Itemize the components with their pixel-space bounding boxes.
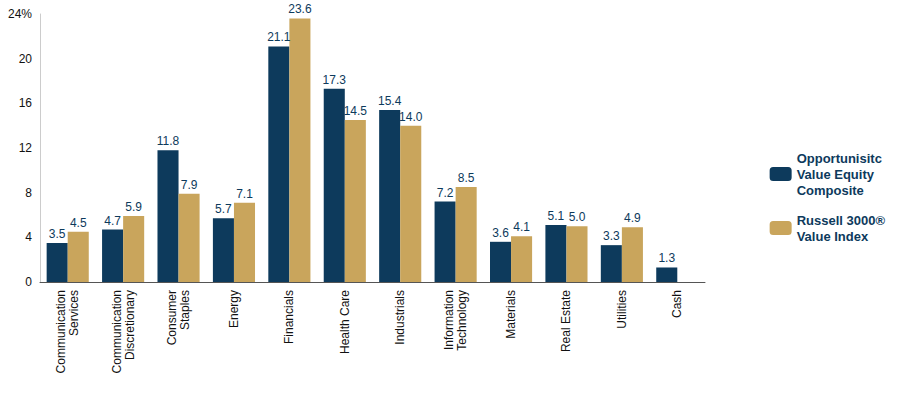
svg-text:8.5: 8.5: [458, 171, 475, 185]
svg-text:4.7: 4.7: [104, 214, 121, 228]
svg-text:0: 0: [25, 275, 32, 289]
svg-text:Health Care: Health Care: [338, 290, 352, 354]
svg-text:Communication: Communication: [110, 290, 124, 373]
svg-text:3.3: 3.3: [603, 229, 620, 243]
svg-text:Communication: Communication: [54, 290, 68, 373]
svg-text:12: 12: [19, 141, 33, 155]
svg-text:4: 4: [25, 230, 32, 244]
svg-text:16: 16: [19, 96, 33, 110]
svg-text:14.0: 14.0: [399, 110, 423, 124]
svg-text:8: 8: [25, 186, 32, 200]
svg-text:5.0: 5.0: [569, 210, 586, 224]
svg-text:3.6: 3.6: [492, 226, 509, 240]
svg-text:Information: Information: [442, 290, 456, 350]
svg-text:7.1: 7.1: [236, 187, 253, 201]
svg-text:4.5: 4.5: [70, 216, 87, 230]
svg-text:Composite: Composite: [797, 183, 864, 198]
svg-text:5.7: 5.7: [215, 202, 232, 216]
svg-text:15.4: 15.4: [378, 94, 402, 108]
svg-text:7.2: 7.2: [437, 186, 454, 200]
svg-text:Industrials: Industrials: [393, 290, 407, 345]
svg-text:Utilities: Utilities: [615, 290, 629, 329]
svg-text:7.9: 7.9: [181, 178, 198, 192]
svg-text:Russell 3000®: Russell 3000®: [797, 213, 886, 228]
svg-text:Materials: Materials: [504, 290, 518, 339]
svg-text:Opportunisitc: Opportunisitc: [797, 151, 882, 166]
svg-text:24%: 24%: [8, 7, 32, 21]
svg-text:Real Estate: Real Estate: [559, 290, 573, 352]
svg-text:5.9: 5.9: [125, 200, 142, 214]
svg-text:4.1: 4.1: [513, 220, 530, 234]
svg-text:5.1: 5.1: [548, 209, 565, 223]
svg-text:Services: Services: [67, 290, 81, 336]
svg-text:21.1: 21.1: [267, 30, 291, 44]
svg-text:Energy: Energy: [227, 290, 241, 328]
svg-text:3.5: 3.5: [49, 227, 66, 241]
svg-text:Cash: Cash: [670, 290, 684, 318]
svg-text:Discretionary: Discretionary: [123, 290, 137, 360]
svg-text:Value Equity: Value Equity: [797, 167, 875, 182]
svg-text:4.9: 4.9: [624, 211, 641, 225]
svg-text:Financials: Financials: [282, 290, 296, 344]
svg-text:17.3: 17.3: [323, 73, 347, 87]
svg-text:20: 20: [19, 52, 33, 66]
svg-text:23.6: 23.6: [288, 2, 312, 16]
svg-text:14.5: 14.5: [344, 104, 368, 118]
svg-text:11.8: 11.8: [157, 134, 180, 148]
svg-text:1.3: 1.3: [658, 251, 675, 265]
svg-text:Staples: Staples: [178, 290, 192, 330]
svg-text:Technology: Technology: [455, 290, 469, 351]
svg-text:Consumer: Consumer: [165, 290, 179, 345]
svg-text:Value Index: Value Index: [797, 229, 869, 244]
